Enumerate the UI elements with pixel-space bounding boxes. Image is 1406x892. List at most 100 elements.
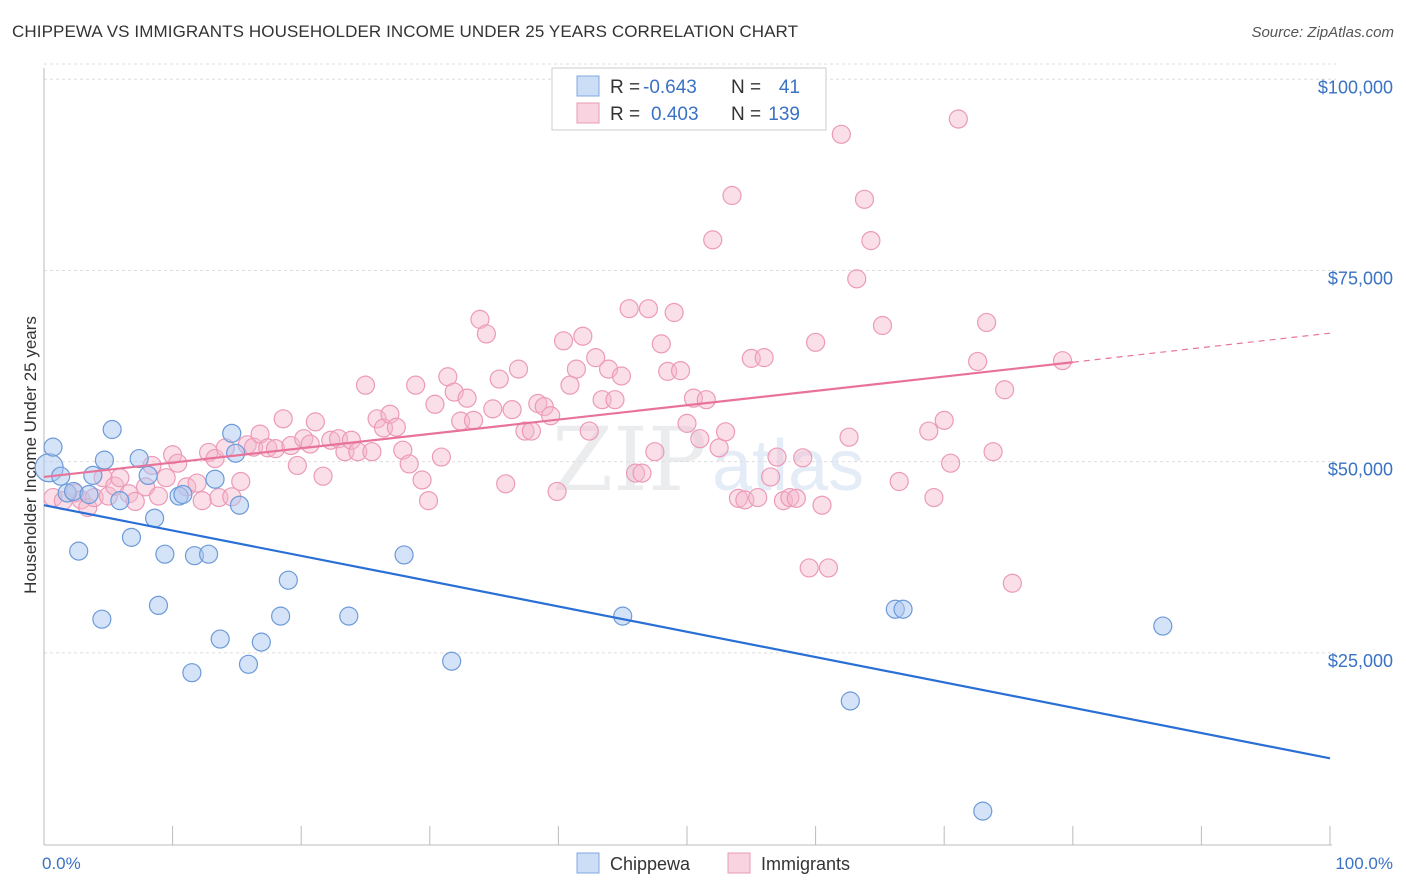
chippewa-point <box>229 495 250 515</box>
immigrants-point <box>670 361 691 381</box>
source-credit: Source: ZipAtlas.com <box>1251 24 1394 41</box>
immigrants-point <box>728 488 749 508</box>
bottom-legend-immigrants: Immigrants <box>761 854 850 874</box>
chippewa-point <box>63 481 84 502</box>
immigrants-point <box>690 429 710 449</box>
immigrants-point <box>573 326 593 346</box>
immigrants-point <box>457 388 477 408</box>
immigrants-point <box>760 467 781 487</box>
chippewa-point <box>210 629 230 649</box>
immigrants-point <box>818 558 839 578</box>
immigrants-point <box>919 421 939 441</box>
legend-swatch-blue <box>576 75 600 97</box>
chippewa-point <box>83 465 103 486</box>
immigrants-point <box>847 269 867 289</box>
immigrants-point <box>605 390 625 410</box>
chippewa-point <box>205 469 225 489</box>
immigrants-point <box>748 487 768 508</box>
chippewa-point <box>92 609 112 629</box>
gridlines <box>44 63 1336 654</box>
immigrants-point <box>265 439 286 459</box>
chippewa-point <box>144 508 165 528</box>
watermark: ZIP atlas <box>552 408 864 511</box>
immigrants-point <box>1052 351 1073 371</box>
y-tick-label: $100,000 <box>1318 77 1393 97</box>
immigrants-point <box>780 487 800 508</box>
legend-r-value-2: 0.403 <box>651 104 699 125</box>
immigrants-point <box>664 302 684 323</box>
immigrants-point <box>793 448 813 468</box>
immigrants-point <box>632 463 652 483</box>
chippewa-point <box>121 527 142 547</box>
y-tick-label: $50,000 <box>1328 460 1393 480</box>
legend-n-value-1: 41 <box>779 77 800 98</box>
immigrants-point <box>425 394 445 414</box>
chippewa-point <box>199 544 219 564</box>
immigrants-point <box>515 421 535 441</box>
immigrants-trend-extension <box>1072 332 1331 363</box>
immigrants-point <box>948 109 968 129</box>
immigrants-point <box>313 466 333 486</box>
immigrants-point <box>872 315 893 336</box>
immigrants-point <box>547 481 567 502</box>
immigrants-point <box>560 375 580 395</box>
immigrants-point <box>341 430 361 450</box>
immigrants-point <box>192 491 212 511</box>
legend-r-label-1: R = <box>610 77 640 98</box>
chippewa-point <box>1153 616 1173 636</box>
immigrants-point <box>483 399 503 419</box>
immigrants-point <box>703 230 723 250</box>
y-tick-label: $25,000 <box>1328 651 1393 671</box>
immigrants-points <box>43 109 1073 593</box>
immigrants-point <box>786 488 806 508</box>
chippewa-point <box>613 606 633 626</box>
immigrants-point <box>995 380 1015 400</box>
immigrants-point <box>924 487 944 508</box>
immigrants-point <box>934 410 954 430</box>
immigrants-point <box>231 471 251 492</box>
chippewa-point <box>238 654 259 674</box>
y-axis-label: Householder Income Under 25 years <box>21 316 40 594</box>
immigrants-point <box>722 185 742 206</box>
chart-title: CHIPPEWA VS IMMIGRANTS HOUSEHOLDER INCOM… <box>12 22 799 41</box>
immigrants-point <box>273 409 293 429</box>
immigrants-point <box>362 442 382 462</box>
immigrants-point <box>861 231 881 251</box>
watermark-zip: ZIP <box>552 408 707 511</box>
x-tick-label-max: 100.0% <box>1335 854 1393 873</box>
y-tick-label: $75,000 <box>1328 268 1393 288</box>
immigrants-point <box>418 491 439 511</box>
chippewa-point <box>226 443 246 463</box>
series-legend: Chippewa Immigrants <box>576 852 850 874</box>
chippewa-point <box>840 691 860 711</box>
legend-r-label-2: R = <box>610 104 640 125</box>
immigrants-point <box>579 421 599 441</box>
chippewa-point <box>973 801 993 821</box>
immigrants-point <box>715 422 736 442</box>
chippewa-trend-line <box>43 504 1331 760</box>
chippewa-point <box>43 437 63 457</box>
immigrants-point <box>754 348 774 368</box>
chippewa-point <box>442 651 462 671</box>
immigrants-point <box>110 468 130 488</box>
immigrants-point <box>854 189 875 209</box>
immigrants-point <box>619 299 639 319</box>
immigrants-point <box>566 359 587 379</box>
immigrants-point <box>508 359 529 379</box>
chippewa-point <box>271 606 291 626</box>
immigrants-point <box>156 468 176 488</box>
chippewa-point <box>110 491 130 511</box>
chippewa-points <box>34 419 1173 821</box>
immigrants-point <box>709 438 729 458</box>
legend-n-value-2: 139 <box>768 104 800 125</box>
bottom-legend-chippewa: Chippewa <box>610 854 691 874</box>
immigrants-point <box>638 299 659 319</box>
immigrants-point <box>521 421 541 441</box>
legend-swatch-pink <box>576 102 600 124</box>
chippewa-point <box>138 465 158 486</box>
bottom-legend-swatch-immigrants <box>727 852 751 874</box>
chippewa-point <box>148 595 169 616</box>
immigrants-point <box>586 348 606 368</box>
immigrants-point <box>677 413 697 433</box>
immigrants-point <box>187 473 207 493</box>
